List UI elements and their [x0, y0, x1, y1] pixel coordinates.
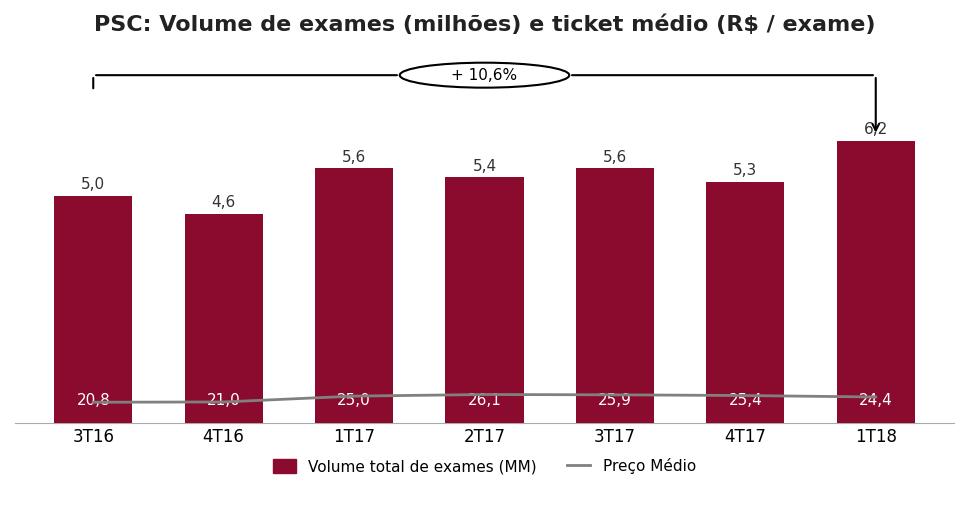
- Text: 25,9: 25,9: [598, 393, 632, 408]
- Bar: [836, 141, 915, 423]
- Text: + 10,6%: + 10,6%: [452, 68, 517, 83]
- Text: 4,6: 4,6: [211, 195, 235, 210]
- Bar: [54, 196, 133, 423]
- Text: 5,6: 5,6: [603, 149, 627, 165]
- Bar: [184, 214, 263, 423]
- Text: 5,0: 5,0: [81, 177, 106, 192]
- Text: 25,4: 25,4: [729, 393, 763, 408]
- Title: PSC: Volume de exames (milhões) e ticket médio (R$ / exame): PSC: Volume de exames (milhões) e ticket…: [94, 15, 875, 36]
- Text: 5,4: 5,4: [473, 159, 496, 174]
- Bar: [706, 182, 785, 423]
- Text: 24,4: 24,4: [859, 393, 892, 408]
- Text: 5,6: 5,6: [342, 149, 366, 165]
- Text: 25,0: 25,0: [337, 393, 371, 408]
- Bar: [576, 169, 654, 423]
- Text: 6,2: 6,2: [863, 122, 888, 137]
- Legend: Volume total de exames (MM), Preço Médio: Volume total de exames (MM), Preço Médio: [267, 452, 702, 481]
- Text: 26,1: 26,1: [468, 393, 501, 408]
- Bar: [315, 169, 393, 423]
- Ellipse shape: [400, 63, 569, 87]
- Bar: [446, 178, 523, 423]
- Text: 20,8: 20,8: [77, 393, 110, 408]
- Text: 21,0: 21,0: [206, 393, 240, 408]
- Text: 5,3: 5,3: [734, 163, 758, 178]
